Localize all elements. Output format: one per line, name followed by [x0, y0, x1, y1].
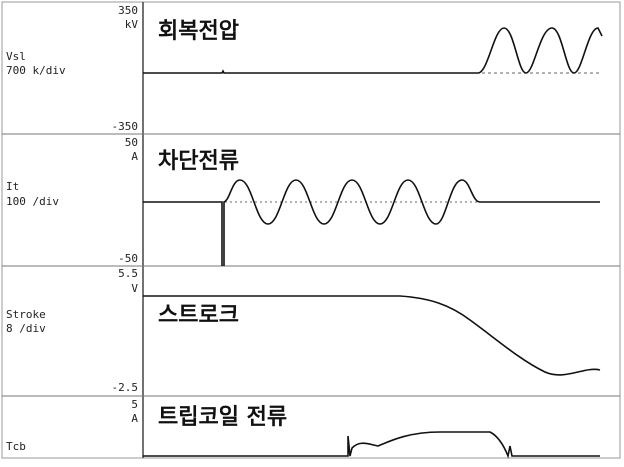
p1-trace: [143, 27, 603, 74]
panel-stroke: 5.5 V Stroke 8 /div -2.5 스트로크: [6, 267, 601, 394]
p2-scale: 100 /div: [6, 195, 59, 208]
p1-y-bottom: -350: [112, 120, 139, 133]
p4-y-unit: A: [131, 412, 138, 425]
p3-channel: Stroke: [6, 308, 46, 321]
p2-y-unit: A: [131, 150, 138, 163]
outer-frame: [1, 1, 621, 459]
p1-scale: 700 k/div: [6, 64, 66, 77]
p2-y-top: 50: [125, 136, 138, 149]
p4-y-top: 5: [131, 398, 138, 411]
p3-trace: [143, 295, 601, 376]
panel-trip-coil-current: 5 A Tcb 트립코일 전류: [6, 398, 600, 459]
p1-channel: Vsl: [6, 50, 26, 63]
p2-y-bottom: -50: [118, 252, 138, 265]
p3-title: 스트로크: [158, 303, 239, 328]
p2-channel: It: [6, 180, 19, 193]
p2-trace: [143, 179, 600, 266]
p3-y-unit: V: [131, 282, 138, 295]
p3-y-top: 5.5: [118, 267, 138, 280]
p4-title: 트립코일 전류: [158, 405, 287, 430]
p4-channel: Tcb: [6, 440, 26, 453]
p3-scale: 8 /div: [6, 322, 46, 335]
panel-recovery-voltage: 350 kV Vsl 700 k/div -350 회복전압: [6, 4, 603, 133]
p1-y-top: 350: [118, 4, 138, 17]
p2-title: 차단전류: [158, 149, 239, 174]
p1-title: 회복전압: [158, 19, 239, 44]
p3-y-bottom: -2.5: [112, 381, 139, 394]
p4-trace: [143, 431, 600, 459]
p1-y-unit: kV: [125, 18, 139, 31]
panel-breaking-current: 50 A It 100 /div -50 차단전류: [6, 136, 600, 266]
